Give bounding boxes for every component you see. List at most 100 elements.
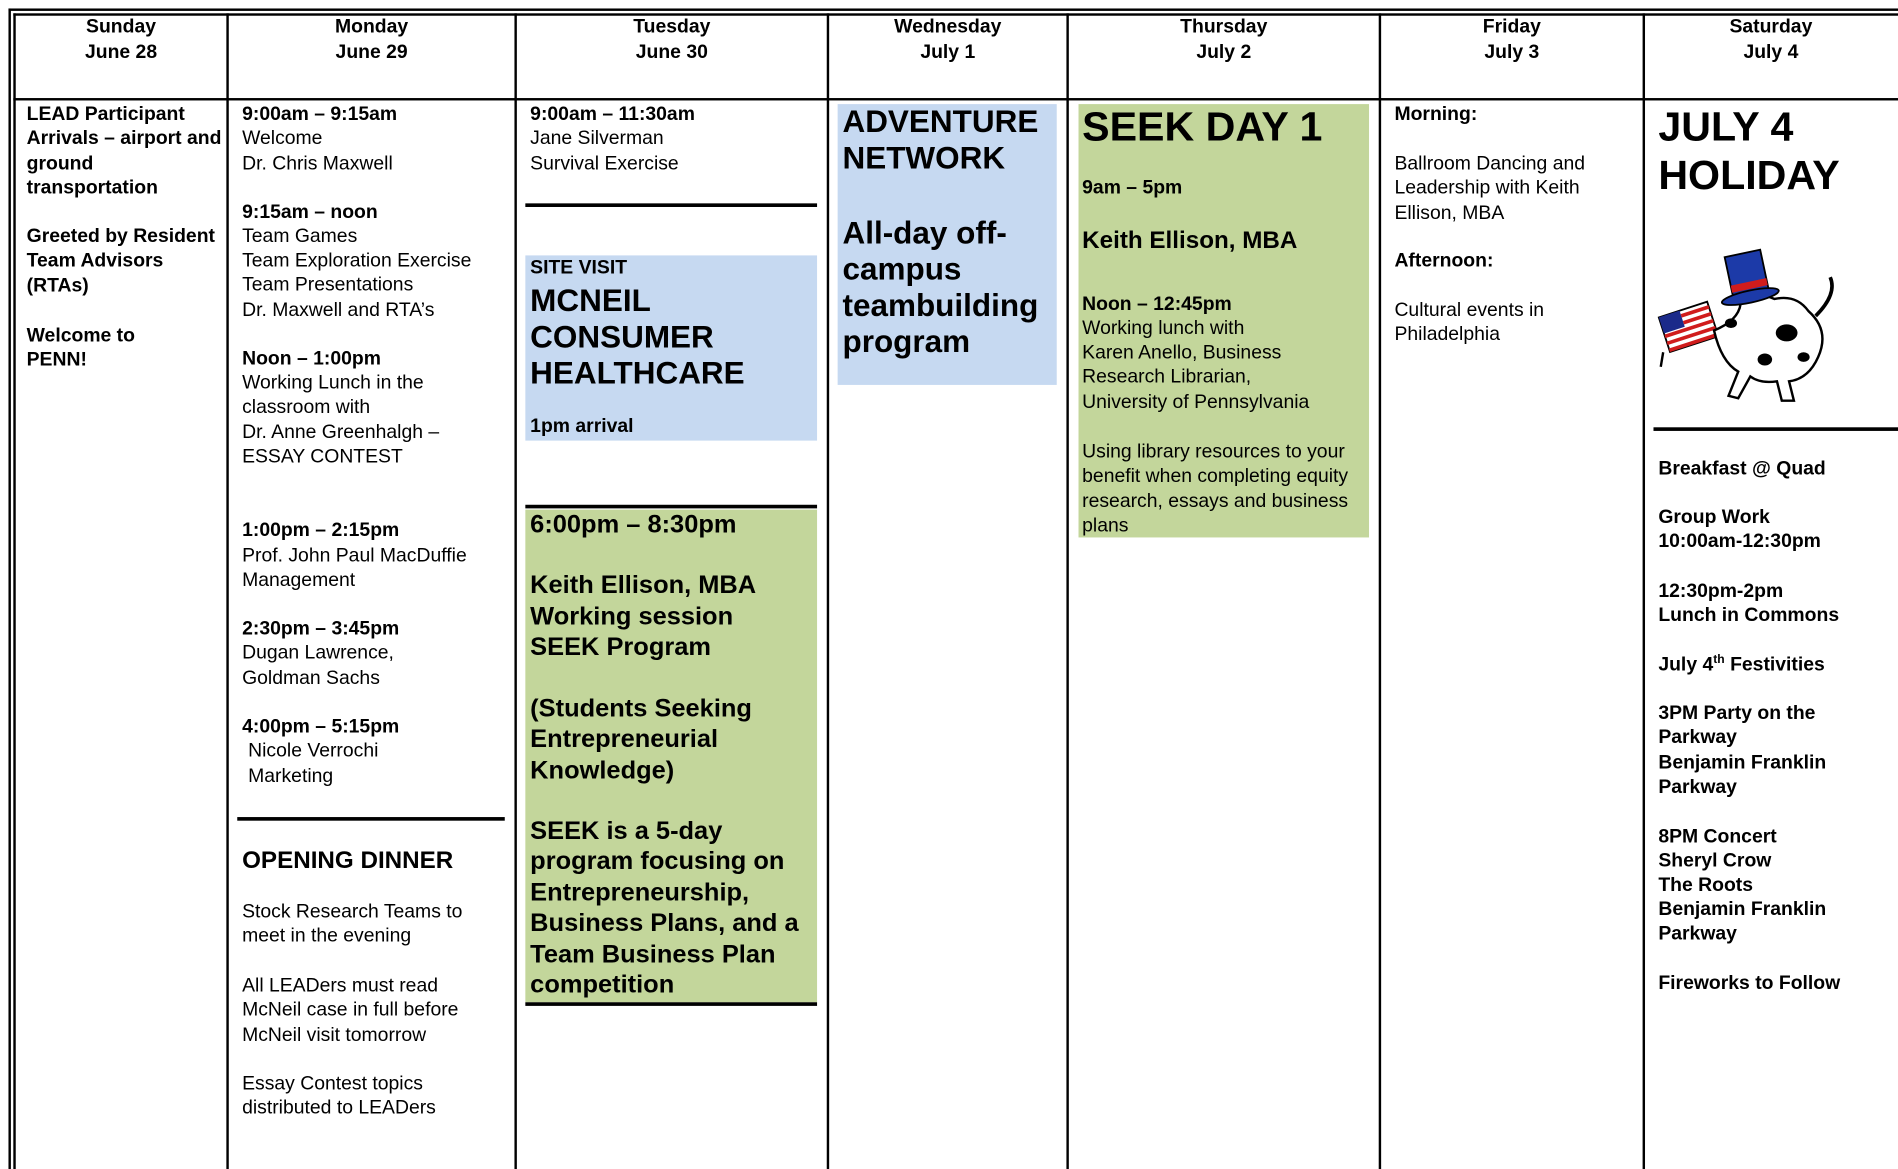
program-text: (Students Seeking Entrepreneurial Knowle…: [530, 694, 752, 785]
program-text: Working session: [530, 602, 734, 631]
section-rule: [525, 1002, 818, 1006]
column-rule: [826, 13, 829, 1169]
banner-text: All-day off-campus teambuilding program: [842, 214, 1039, 360]
entry-heading: 1pm arrival: [530, 416, 634, 437]
entry-heading: Group Work: [1658, 507, 1770, 528]
section-title: OPENING DINNER: [242, 847, 454, 874]
border-left: [8, 8, 11, 1169]
day-header: Thursday July 2: [1068, 15, 1380, 66]
entry-heading: 10:00am-12:30pm: [1658, 531, 1821, 552]
banner-text: MCNEIL CONSUMER HEALTHCARE: [530, 282, 745, 391]
program-text: SEEK is a 5-day program focusing on Entr…: [530, 817, 799, 999]
entry-heading: 2:30pm – 3:45pm: [242, 618, 400, 640]
entry-text: Goldman Sachs: [242, 668, 380, 689]
day-day: Tuesday: [633, 16, 711, 38]
section-rule: [1653, 427, 1898, 431]
seek-day-box: [1078, 104, 1370, 538]
day-date: July 3: [1484, 42, 1540, 63]
entry-text: Team Games: [242, 226, 358, 247]
day-date: June 29: [335, 42, 408, 63]
entry-heading: Welcome to PENN!: [26, 325, 135, 371]
festivities: July 4th Festivities: [1658, 654, 1824, 679]
banner-title: SEEK DAY 1: [1082, 104, 1323, 151]
seek-box: [525, 509, 818, 1003]
entry-heading: 4:00pm – 5:15pm: [242, 716, 400, 738]
entry-heading: The Roots: [1658, 875, 1754, 896]
day-day: Friday: [1482, 16, 1541, 38]
holiday-dog-clipart: [1657, 248, 1834, 402]
entry-heading: 9:00am – 9:15am: [242, 104, 398, 125]
banner-title: JULY 4 HOLIDAY: [1658, 104, 1840, 199]
entry-text: Prof. John Paul MacDuffie: [242, 545, 467, 567]
banner-text: ADVENTURE NETWORK: [842, 102, 1039, 176]
entry-text: Cultural events in Philadelphia: [1394, 300, 1545, 346]
day-day: Monday: [335, 16, 409, 38]
adventure-box: [837, 104, 1057, 385]
day-header: Monday June 29: [228, 15, 516, 66]
day-date: July 1: [920, 42, 976, 63]
entry-heading: Breakfast @ Quad: [1658, 458, 1826, 480]
entry-heading: Lunch in Commons: [1658, 605, 1840, 626]
entry-heading: LEAD Participant Arrivals – airport and …: [26, 104, 222, 199]
entry-heading: Fireworks to Follow: [1658, 973, 1841, 994]
entry-text: Working lunch with: [1082, 318, 1245, 339]
day-header: Tuesday June 30: [516, 15, 828, 66]
entry-heading: Noon – 12:45pm: [1082, 294, 1232, 315]
festivities-date: July 4: [1658, 654, 1714, 676]
entry-text: Nicole Verrochi: [248, 740, 379, 762]
entry-heading: 1:00pm – 2:15pm: [242, 520, 400, 542]
entry-heading: 3PM Party on the Parkway: [1658, 703, 1816, 749]
entry-heading: Greeted by Resident Team Advisors (RTAs): [26, 226, 215, 297]
entry-text: Survival Exercise: [530, 153, 679, 175]
entry-text: Dr. Anne Greenhalgh – ESSAY CONTEST: [242, 422, 440, 468]
entry-text: Karen Anello, Business Research Libraria…: [1082, 342, 1310, 413]
day-header: Wednesday July 1: [828, 15, 1068, 66]
festivities-label: Festivities: [1730, 654, 1825, 676]
entry-heading: 8PM Concert: [1658, 826, 1777, 848]
entry-text: Dr. Chris Maxwell: [242, 153, 393, 175]
entry-heading: 12:30pm-2pm: [1658, 581, 1784, 602]
entry-heading: Benjamin Franklin Parkway: [1658, 899, 1827, 945]
section-rule: [237, 817, 505, 821]
ordinal: th: [1713, 653, 1725, 667]
day-day: Thursday: [1180, 16, 1268, 38]
day-day: Wednesday: [894, 16, 1002, 38]
day-date: June 30: [635, 42, 708, 63]
entry-text: Essay Contest topics distributed to LEAD…: [242, 1073, 436, 1119]
entry-text: Welcome: [242, 128, 323, 149]
entry-text: Using library resources to your benefit …: [1082, 441, 1349, 537]
day-day: Sunday: [86, 16, 157, 38]
day-header: Friday July 3: [1380, 15, 1644, 66]
column-rule: [1378, 13, 1381, 1169]
entry-heading: Morning:: [1394, 104, 1478, 125]
column-rule: [1642, 13, 1645, 1169]
entry-text: Stock Research Teams to meet in the even…: [242, 901, 463, 947]
column-rule: [514, 13, 517, 1169]
program-text: Keith Ellison, MBA: [530, 571, 757, 600]
entry-heading: SITE VISIT: [530, 257, 628, 279]
section-rule: [525, 504, 818, 509]
entry-heading: 9:15am – noon: [242, 202, 378, 223]
entry-text: Management: [242, 570, 356, 591]
section-rule: [525, 203, 818, 207]
entry-text: Dugan Lawrence,: [242, 642, 394, 664]
day-header: Saturday July 4: [1644, 15, 1898, 66]
entry-heading: Afternoon:: [1394, 250, 1494, 272]
border-top-inner: [13, 13, 1898, 16]
entry-heading: Benjamin Franklin Parkway: [1658, 752, 1827, 799]
entry-heading: Sheryl Crow: [1658, 850, 1772, 872]
column-rule: [1066, 13, 1069, 1169]
entry-text: Dr. Maxwell and RTA’s: [242, 300, 435, 321]
entry-heading: Noon – 1:00pm: [242, 348, 381, 370]
day-date: June 28: [84, 42, 158, 63]
entry-text: Ballroom Dancing and Leadership with Kei…: [1394, 153, 1586, 224]
border-left-inner: [13, 13, 16, 1169]
column-rule: [226, 13, 229, 1169]
day-day: Saturday: [1729, 16, 1813, 38]
program-text: 6:00pm – 8:30pm: [530, 510, 737, 539]
header-rule: [13, 98, 1898, 100]
day-header: Sunday June 28: [15, 15, 228, 66]
entry-text: All LEADers must read McNeil case in ful…: [242, 975, 459, 1046]
section-title: Keith Ellison, MBA: [1082, 227, 1298, 255]
